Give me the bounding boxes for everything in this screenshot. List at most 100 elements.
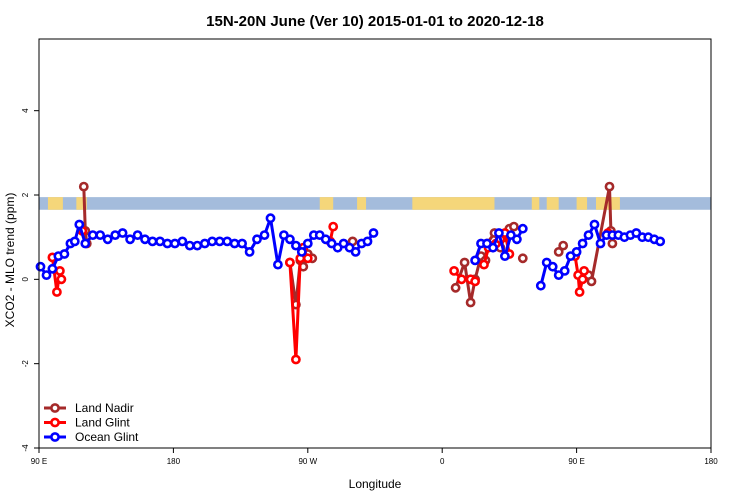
data-point (470, 276, 480, 287)
data-point (169, 238, 180, 249)
data-point (493, 228, 504, 238)
data-point (290, 240, 301, 251)
data-point (595, 238, 606, 249)
land-segment (412, 197, 495, 210)
data-point (512, 234, 522, 245)
data-point (607, 238, 618, 249)
land-segment (47, 197, 63, 210)
data-point (229, 238, 240, 249)
data-point (517, 223, 528, 234)
data-point (259, 230, 270, 240)
data-point (162, 238, 173, 249)
data-point (284, 257, 295, 268)
data-point (328, 221, 339, 232)
data-point (55, 265, 65, 276)
data-point (290, 354, 301, 365)
data-point (244, 246, 255, 257)
x-axis: 90 E 180 90 W 0 90 E 180 (31, 448, 718, 466)
data-point (499, 251, 510, 261)
data-point (449, 265, 459, 276)
data-point (577, 238, 588, 249)
data-point (74, 219, 85, 230)
data-point (559, 265, 570, 276)
data-point (586, 276, 597, 287)
data-point (95, 230, 106, 240)
plot-frame (38, 38, 712, 449)
data-point (535, 280, 546, 291)
data-point (362, 236, 373, 247)
data-point (655, 236, 666, 247)
x-tick-label: 90 E (568, 457, 584, 466)
data-point (577, 274, 588, 285)
legend-label: Land Nadir (75, 401, 134, 415)
y-tick-label: -4 (21, 444, 30, 452)
data-point (553, 246, 564, 257)
data-point (547, 261, 558, 272)
legend-marker (50, 417, 60, 428)
y-tick-label: 0 (21, 277, 30, 282)
data-point (177, 236, 188, 247)
data-point (517, 253, 528, 264)
land-segment (76, 197, 87, 210)
legend-label: Ocean Glint (75, 430, 139, 444)
data-point (302, 238, 313, 249)
data-point (56, 274, 67, 285)
data-point (450, 282, 461, 293)
data-point (214, 236, 225, 247)
data-point (125, 234, 136, 245)
data-point (59, 249, 70, 259)
legend-item-ocean-glint: Ocean Glint (44, 430, 139, 444)
data-point (574, 287, 585, 297)
land-segment (576, 197, 588, 210)
ocean-strip (39, 197, 711, 210)
data-point (350, 246, 361, 257)
data-point (488, 242, 498, 253)
series-ocean-glint (35, 213, 666, 291)
data-point (579, 265, 589, 276)
data-point (265, 213, 276, 224)
legend-marker (50, 432, 60, 442)
y-tick-label: 4 (21, 108, 30, 113)
land-segment (357, 197, 367, 210)
data-point (296, 246, 307, 257)
data-point (80, 238, 91, 249)
y-axis: -4 -2 0 2 4 (21, 108, 39, 452)
data-point (558, 240, 569, 251)
data-point (272, 259, 283, 270)
x-tick-label: 0 (440, 457, 445, 466)
data-point (479, 259, 489, 270)
data-point (117, 228, 128, 238)
data-point (583, 230, 594, 240)
data-point (41, 270, 52, 280)
data-point (78, 181, 89, 192)
land-segment (319, 197, 334, 210)
data-point (604, 181, 615, 192)
data-point (52, 287, 62, 297)
data-point (470, 255, 480, 266)
chart-title: 15N-20N June (Ver 10) 2015-01-01 to 2020… (206, 13, 544, 30)
series-layer (35, 181, 666, 365)
land-segment (596, 197, 620, 210)
data-point (132, 230, 143, 240)
data-point (207, 236, 218, 247)
legend-item-land-glint: Land Glint (44, 416, 130, 430)
data-point (35, 261, 46, 272)
data-point (69, 236, 80, 247)
legend-label: Land Glint (75, 416, 130, 430)
data-point (192, 240, 203, 251)
legend-marker (50, 403, 60, 413)
land-ocean-strip (39, 197, 711, 210)
land-segment (546, 197, 559, 210)
data-point (456, 274, 467, 285)
data-point (237, 238, 247, 249)
x-tick-label: 180 (704, 457, 718, 466)
y-tick-label: 2 (21, 192, 30, 197)
x-axis-label: Longitude (349, 477, 402, 491)
data-point (589, 219, 600, 230)
data-point (465, 297, 476, 308)
data-point (140, 234, 150, 245)
data-point (302, 253, 313, 264)
